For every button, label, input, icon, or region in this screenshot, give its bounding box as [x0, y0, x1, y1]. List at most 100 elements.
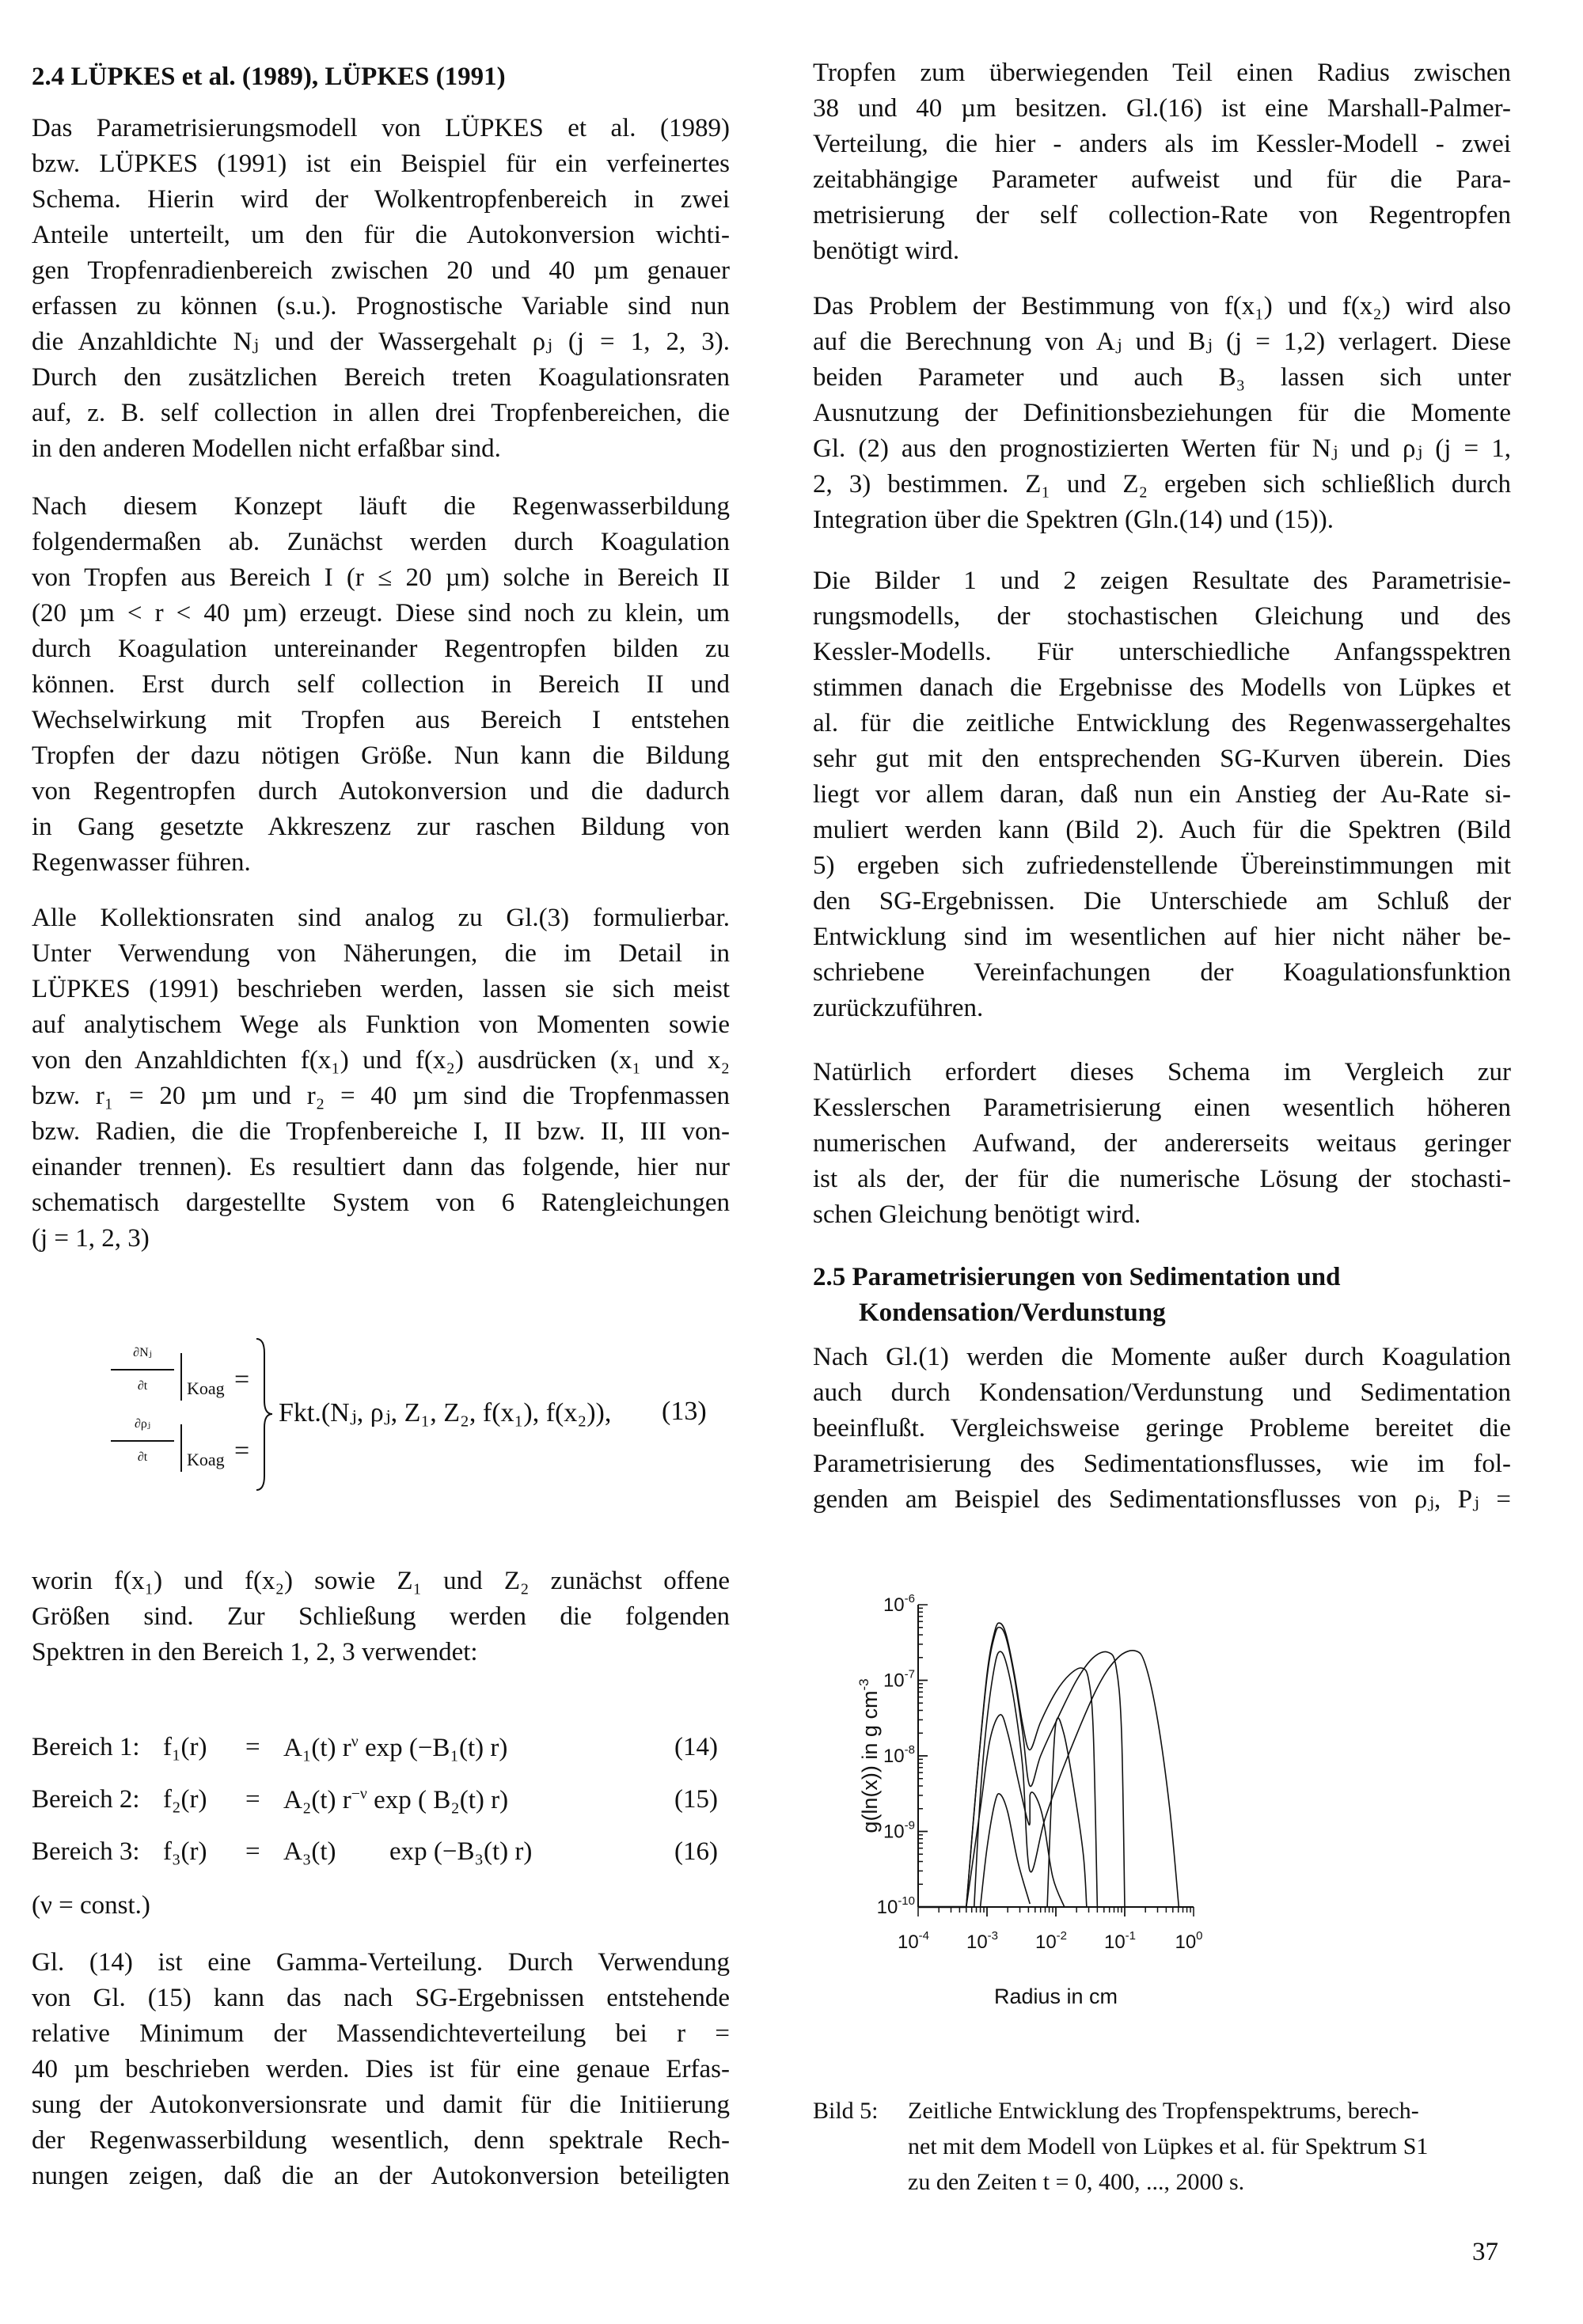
equation-14: Bereich 1: f₁(r) = A₁(t) rν exp (−B₁(t) …	[32, 1733, 728, 1769]
exponent: −ν	[351, 1785, 367, 1803]
text-line: al. für die zeitliche Entwicklung des Re…	[813, 709, 1511, 737]
text-line: worin f(x₁) und f(x₂) sowie Z₁ und Z₂ zu…	[32, 1567, 730, 1595]
text-line: von Regentropfen durch Autokonversion un…	[32, 777, 730, 806]
equals: =	[245, 1837, 260, 1866]
text-line: zeitabhängige Parameter aufweist und für…	[813, 165, 1511, 194]
x-tick-label: 10-4	[898, 1929, 929, 1953]
spectrum-curve-2	[966, 1626, 1126, 1908]
text-line: Größen sind. Zur Schließung werden die f…	[32, 1602, 730, 1631]
text-line: Verteilung, die hier - anders als im Kes…	[813, 130, 1511, 158]
equation-rhs: Fkt.(Nⱼ, ρⱼ, Z₁, Z₂, f(x₁), f(x₂)),	[279, 1398, 612, 1427]
x-tick-label: 100	[1175, 1929, 1202, 1953]
text-line: metrisierung der self collection-Rate vo…	[813, 201, 1511, 229]
text-line: bzw. Radien, die die Tropfenbereiche I, …	[32, 1117, 730, 1146]
text-line: Ausnutzung der Definitionsbeziehungen fü…	[813, 399, 1511, 427]
paragraph: Nach diesem Konzept läuft die Regenwasse…	[32, 489, 730, 881]
fraction-drho: ∂ρⱼ ∂t	[111, 1408, 174, 1473]
text-line: gen Tropfenradienbereich zwischen 20 und…	[32, 256, 730, 285]
text-line: Kessler-Modells. Für unterschiedliche An…	[813, 638, 1511, 666]
text-line: (j = 1, 2, 3)	[32, 1224, 150, 1253]
label: Bereich 2:	[32, 1785, 140, 1814]
equation-15: Bereich 2: f₂(r) = A₂(t) r−ν exp ( B₂(t)…	[32, 1785, 728, 1821]
text-line: Entwicklung sind im wesentlichen auf hie…	[813, 923, 1511, 951]
text-line: Alle Kollektionsraten sind analog zu Gl.…	[32, 904, 730, 932]
koag-subscript: Koag	[187, 1450, 225, 1469]
spectrum-curve-3	[973, 1650, 1180, 1908]
text-line: (20 µm < r < 40 µm) erzeugt. Diese sind …	[32, 599, 730, 627]
rhs-a: A₂(t) r	[283, 1786, 351, 1814]
paragraph: Nach Gl.(1) werden die Momente außer dur…	[813, 1340, 1511, 1518]
equation-number: (15)	[674, 1785, 718, 1814]
text-line: Das Problem der Bestimmung von f(x₁) und…	[813, 292, 1511, 320]
text-line: benötigt wird.	[813, 237, 960, 265]
text-line: 5) ergeben sich zufriedenstellende Übere…	[813, 851, 1511, 880]
heading-line: 2.5 Parametrisierungen von Sedimentation…	[813, 1263, 1341, 1291]
caption-line: Zeitliche Entwicklung des Tropfenspektru…	[908, 2098, 1419, 2124]
text-line: auf analytischem Wege als Funktion von M…	[32, 1010, 730, 1039]
equation-number: (13)	[662, 1397, 707, 1426]
numerator: ∂ρⱼ	[111, 1408, 174, 1442]
evaluation-bar	[180, 1353, 182, 1401]
note: (ν = const.)	[32, 1891, 150, 1920]
y-tick-label: 10-9	[883, 1819, 915, 1843]
page-number: 37	[1472, 2238, 1498, 2266]
text-line: durch Koagulation untereinander Regentro…	[32, 635, 730, 663]
text-line: liegt vor allem daran, daß nun ein Ansti…	[813, 780, 1511, 809]
text-line: Kesslerschen Parametrisierung einen wese…	[813, 1094, 1511, 1122]
spectrum-curve-5	[979, 1793, 1031, 1908]
evaluation-bar	[180, 1424, 182, 1472]
spectrum-curve-6	[1046, 1717, 1088, 1908]
text-line: 2, 3) bestimmen. Z₁ und Z₂ ergeben sich …	[813, 470, 1511, 499]
rhs-b: exp (−B₃(t) r)	[389, 1837, 533, 1866]
paragraph: Das Parametrisierungsmodell von LÜPKES e…	[32, 111, 730, 467]
text-line: Regenwasser führen.	[32, 848, 251, 877]
text-line: auch durch Kondensation/Verdunstung und …	[813, 1378, 1511, 1407]
text-line: von den Anzahldichten f(x₁) und f(x₂) au…	[32, 1046, 730, 1075]
text-line: Die Bilder 1 und 2 zeigen Resultate des …	[813, 567, 1511, 595]
text-line: von Gl. (15) kann das nach SG-Ergebnisse…	[32, 1984, 730, 2012]
text-line: beeinflußt. Vergleichsweise geringe Prob…	[813, 1414, 1511, 1443]
text-line: auf, z. B. self collection in allen drei…	[32, 399, 730, 427]
text-line: von Tropfen aus Bereich I (r ≤ 20 µm) so…	[32, 563, 730, 592]
equation-number: (14)	[674, 1733, 718, 1761]
denominator: ∂t	[137, 1379, 148, 1393]
section-heading-2-5: 2.5 Parametrisierungen von Sedimentation…	[813, 1260, 1340, 1331]
text-line: Nach diesem Konzept läuft die Regenwasse…	[32, 492, 730, 521]
y-tick-label: 10-6	[883, 1592, 915, 1616]
text-line: 40 µm beschrieben werden. Dies ist für e…	[32, 2055, 730, 2083]
equation-number: (16)	[674, 1837, 718, 1866]
text-line: stimmen danach die Ergebnisse des Modell…	[813, 673, 1511, 702]
curly-brace	[256, 1338, 273, 1491]
text-line: sehr gut mit den entsprechenden SG-Kurve…	[813, 745, 1511, 773]
equals: =	[234, 1365, 250, 1394]
paragraph: Die Bilder 1 und 2 zeigen Resultate des …	[813, 563, 1511, 1026]
text-line: schriebene Vereinfachungen der Koagulati…	[813, 958, 1511, 987]
text-line: zurückzuführen.	[813, 994, 984, 1022]
text-line: Das Parametrisierungsmodell von LÜPKES e…	[32, 114, 730, 142]
x-tick-label: 10-2	[1035, 1929, 1067, 1953]
rhs-b: exp (−B₁(t) r)	[358, 1734, 508, 1762]
y-tick-label: 10-8	[883, 1743, 915, 1767]
text-line: Anteile unterteilt, um den für die Autok…	[32, 221, 730, 249]
text-line: Unter Verwendung von Näherungen, die im …	[32, 939, 730, 968]
rhs-b: exp ( B₂(t) r)	[366, 1786, 509, 1814]
text-line: Natürlich erfordert dieses Schema im Ver…	[813, 1058, 1511, 1086]
paragraph: worin f(x₁) und f(x₂) sowie Z₁ und Z₂ zu…	[32, 1564, 730, 1670]
equals: =	[234, 1436, 250, 1465]
exponent: ν	[351, 1733, 359, 1750]
text-line: Parametrisierung des Sedimentationsfluss…	[813, 1450, 1511, 1478]
text-line: einander trennen). Es resultiert dann da…	[32, 1153, 730, 1181]
text-line: Durch den zusätzlichen Bereich treten Ko…	[32, 363, 730, 392]
rhs-a: A₁(t) r	[283, 1734, 351, 1762]
text-line: beiden Parameter und auch B₃ lassen sich…	[813, 363, 1511, 392]
lhs: f₂(r)	[163, 1785, 207, 1814]
caption-label: Bild 5:	[813, 2098, 879, 2124]
rhs-a: A₃(t)	[283, 1837, 336, 1866]
lhs: f₃(r)	[163, 1837, 207, 1866]
text-line: auf die Berechnung von Aⱼ und Bⱼ (j = 1,…	[813, 328, 1511, 356]
text-line: ist als der, der für die numerische Lösu…	[813, 1165, 1511, 1193]
paragraph: Natürlich erfordert dieses Schema im Ver…	[813, 1055, 1511, 1233]
text-line: in Gang gesetzte Akkreszenz zur raschen …	[32, 813, 730, 841]
paragraph: Tropfen zum überwiegenden Teil einen Rad…	[813, 55, 1511, 269]
x-tick-label: 10-3	[966, 1929, 998, 1953]
